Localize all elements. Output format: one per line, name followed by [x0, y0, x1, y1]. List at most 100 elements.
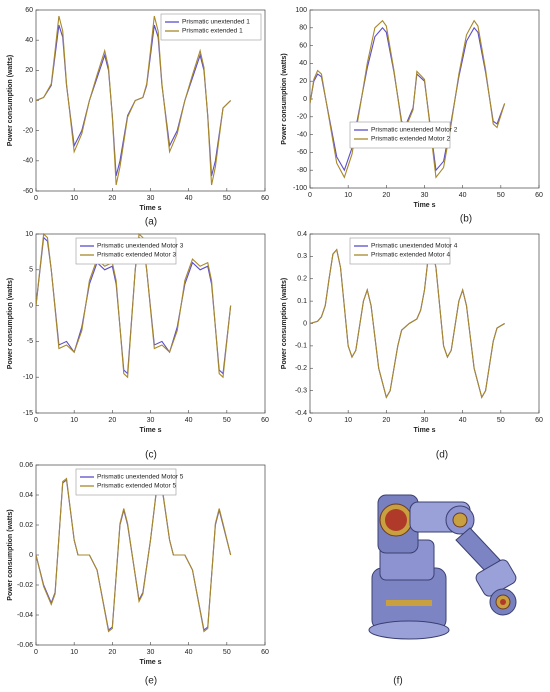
x-tick-label: 30: [147, 195, 155, 202]
y-tick-label: 20: [25, 67, 33, 74]
y-tick-label: 0: [303, 320, 307, 327]
x-tick-label: 10: [344, 417, 352, 424]
panel-caption: (a): [145, 217, 157, 228]
x-tick-label: 50: [497, 192, 505, 199]
y-tick-label: -80: [297, 167, 307, 174]
x-tick-label: 0: [34, 649, 38, 656]
legend-label: Prismatic extended Motor 4: [371, 252, 451, 259]
x-tick-label: 40: [185, 649, 193, 656]
y-tick-label: 100: [295, 7, 307, 14]
y-tick-label: -60: [23, 188, 33, 195]
x-tick-label: 10: [70, 417, 78, 424]
x-tick-label: 20: [382, 417, 390, 424]
y-tick-label: 80: [299, 25, 307, 32]
x-tick-label: 60: [261, 649, 269, 656]
x-tick-label: 40: [185, 417, 193, 424]
y-tick-label: 0: [29, 97, 33, 104]
x-tick-label: 50: [223, 649, 231, 656]
y-tick-label: -0.4: [295, 410, 307, 417]
x-tick-label: 10: [70, 649, 78, 656]
legend-box: [349, 237, 451, 265]
x-tick-label: 50: [497, 417, 505, 424]
x-tick-label: 50: [223, 417, 231, 424]
image-caption: (f): [393, 676, 402, 687]
y-tick-label: -0.06: [17, 642, 33, 649]
x-tick-label: 60: [261, 417, 269, 424]
x-tick-label: 20: [108, 195, 116, 202]
y-tick-label: 20: [299, 78, 307, 85]
y-tick-label: 0: [29, 302, 33, 309]
x-tick-label: 40: [459, 192, 467, 199]
panel-caption: (c): [145, 450, 157, 461]
x-axis-label: Time s: [139, 427, 161, 434]
x-tick-label: 50: [223, 195, 231, 202]
y-tick-label: 0.04: [19, 492, 33, 499]
legend-label: Prismatic extended Motor 3: [97, 252, 177, 259]
y-tick-label: 40: [25, 37, 33, 44]
legend-label: Prismatic extended Motor 5: [97, 483, 177, 490]
x-tick-label: 60: [535, 417, 543, 424]
robot-render: [368, 494, 517, 640]
legend-box: [75, 468, 177, 496]
y-axis-label: Power consumption (watts): [7, 55, 14, 146]
series-line: [35, 475, 232, 633]
y-tick-label: -40: [23, 158, 33, 165]
x-tick-label: 10: [344, 192, 352, 199]
y-tick-label: 0.02: [19, 522, 33, 529]
y-tick-label: 5: [29, 267, 33, 274]
x-axis-label: Time s: [139, 205, 161, 212]
y-tick-label: -0.1: [295, 343, 307, 350]
legend-label: Prismatic unextended Motor 2: [371, 127, 458, 134]
x-tick-label: 30: [147, 649, 155, 656]
x-tick-label: 40: [185, 195, 193, 202]
x-tick-label: 30: [147, 417, 155, 424]
y-tick-label: 0.3: [297, 253, 307, 260]
x-tick-label: 60: [535, 192, 543, 199]
y-tick-label: -0.02: [17, 582, 33, 589]
x-tick-label: 0: [34, 195, 38, 202]
x-tick-label: 20: [382, 192, 390, 199]
y-tick-label: 0.2: [297, 276, 307, 283]
y-tick-label: -0.2: [295, 365, 307, 372]
y-axis-label: Power consumption (watts): [7, 509, 14, 600]
y-tick-label: -100: [293, 185, 307, 192]
y-axis-label: Power consumption (watts): [7, 278, 14, 369]
y-axis-label: Power consumption (watts): [281, 53, 288, 144]
panel-caption: (b): [460, 214, 472, 225]
series-line: [35, 15, 232, 186]
y-tick-label: 60: [25, 7, 33, 14]
y-tick-label: -60: [297, 149, 307, 156]
series-line: [35, 232, 232, 379]
y-tick-label: -5: [27, 338, 33, 345]
plot-frame: [309, 9, 540, 189]
y-tick-label: 40: [299, 60, 307, 67]
y-axis-label: Power consumption (watts): [281, 278, 288, 369]
series-line: [309, 248, 505, 399]
legend-label: Prismatic extended 1: [182, 28, 243, 35]
x-tick-label: 20: [108, 417, 116, 424]
y-tick-label: -0.3: [295, 387, 307, 394]
y-tick-label: -15: [23, 410, 33, 417]
y-tick-label: 10: [25, 231, 33, 238]
x-tick-label: 30: [421, 192, 429, 199]
legend-box: [75, 237, 177, 265]
x-axis-label: Time s: [139, 659, 161, 666]
y-tick-label: 0.1: [297, 298, 307, 305]
x-tick-label: 0: [34, 417, 38, 424]
x-axis-label: Time s: [413, 202, 435, 209]
panel-caption: (d): [436, 450, 448, 461]
legend-label: Prismatic unextended 1: [182, 19, 250, 26]
legend-label: Prismatic extended Motor 2: [371, 136, 451, 143]
y-tick-label: -10: [23, 374, 33, 381]
legend-label: Prismatic unextended Motor 4: [371, 243, 458, 250]
y-tick-label: -40: [297, 131, 307, 138]
y-tick-label: 60: [299, 42, 307, 49]
x-tick-label: 20: [108, 649, 116, 656]
x-tick-label: 10: [70, 195, 78, 202]
x-axis-label: Time s: [413, 427, 435, 434]
legend-box: [349, 121, 451, 149]
y-tick-label: 0.4: [297, 231, 307, 238]
y-tick-label: -20: [23, 128, 33, 135]
x-tick-label: 30: [421, 417, 429, 424]
